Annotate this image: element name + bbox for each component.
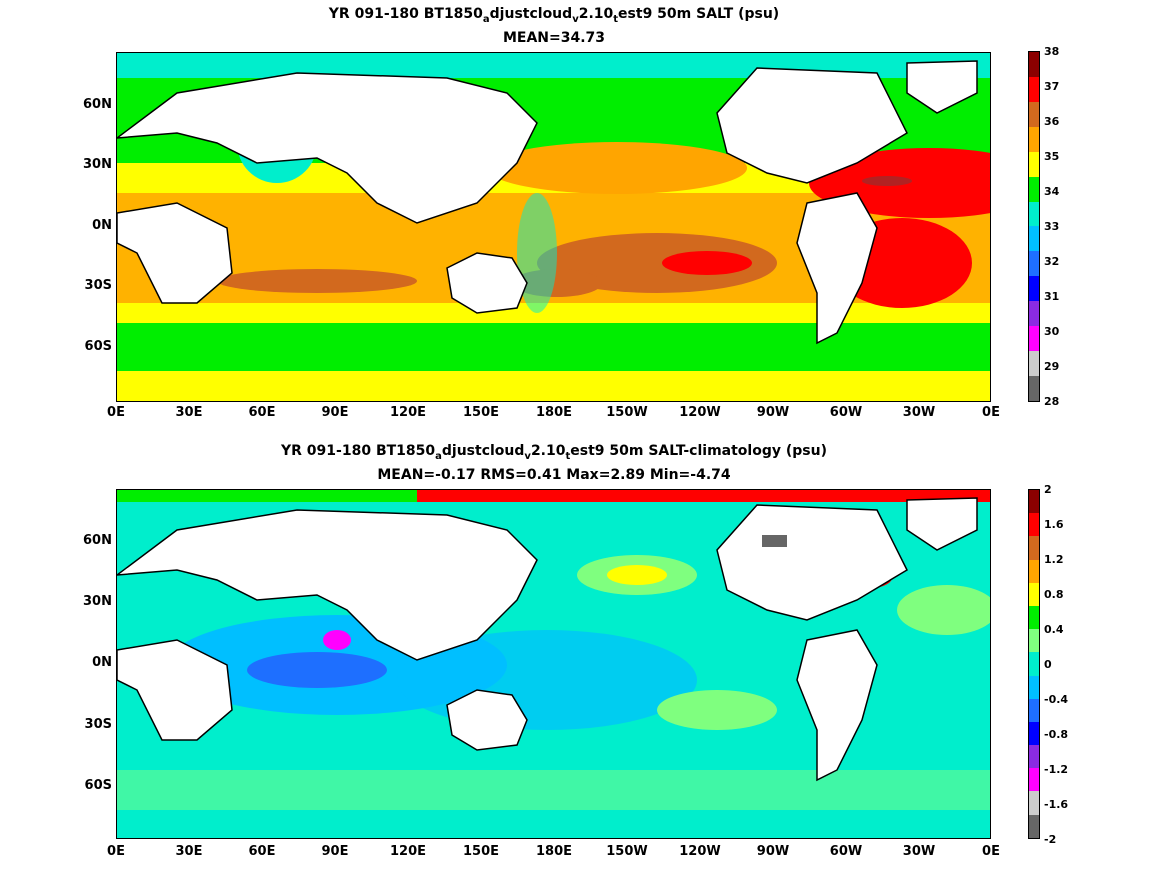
lon-label: 60W xyxy=(829,844,863,859)
colorbar-swatch xyxy=(1029,605,1039,630)
colorbar-label: -1.2 xyxy=(1044,763,1069,776)
colorbar-label: 37 xyxy=(1044,80,1060,93)
lon-label: 90E xyxy=(321,405,349,420)
colorbar-swatch xyxy=(1029,375,1039,401)
colorbar-swatch xyxy=(1029,52,1039,77)
lon-label: 180E xyxy=(535,405,573,420)
colorbar-swatch xyxy=(1029,276,1039,302)
lon-label: 90W xyxy=(756,844,790,859)
colorbar-label: 0.4 xyxy=(1044,623,1064,636)
lat-label: 0N xyxy=(92,218,112,233)
colorbar-swatch xyxy=(1029,251,1039,277)
colorbar-swatch xyxy=(1029,582,1039,606)
lon-label: 30E xyxy=(175,405,203,420)
colorbar-swatch xyxy=(1029,745,1039,769)
lon-label: 120W xyxy=(679,844,721,859)
colorbar-swatch xyxy=(1029,513,1039,537)
lon-label: 180E xyxy=(535,844,573,859)
colorbar-label: -1.6 xyxy=(1044,798,1069,811)
colorbar-swatch xyxy=(1029,629,1039,653)
lat-label: 30N xyxy=(83,594,112,609)
colorbar-swatch xyxy=(1029,652,1039,676)
colorbar-label: 0.8 xyxy=(1044,588,1064,601)
panel-subtitle: MEAN=-0.17 RMS=0.41 Max=2.89 Min=-4.74 xyxy=(377,467,731,483)
colorbar-label: 2 xyxy=(1044,483,1052,496)
lon-label: 0E xyxy=(107,844,125,859)
lon-label: 0E xyxy=(982,405,1000,420)
colorbar xyxy=(1028,51,1040,402)
colorbar-swatch xyxy=(1029,791,1039,815)
panel-title: YR 091-180 BT1850adjustcloudv2.10test9 5… xyxy=(328,6,780,25)
colorbar-swatch xyxy=(1029,76,1039,102)
lon-label: 150E xyxy=(462,405,500,420)
lon-label: 30E xyxy=(175,844,203,859)
panel-title: YR 091-180 BT1850adjustcloudv2.10test9 5… xyxy=(281,443,827,462)
colorbar-swatch xyxy=(1029,301,1039,327)
lon-label: 150E xyxy=(462,844,500,859)
lat-label: 30N xyxy=(83,157,112,172)
colorbar-label: 1.6 xyxy=(1044,518,1064,531)
lon-label: 0E xyxy=(982,844,1000,859)
lon-label: 150W xyxy=(606,844,648,859)
colorbar-swatch xyxy=(1029,490,1039,514)
colorbar-label: 31 xyxy=(1044,290,1060,303)
lon-label: 30W xyxy=(902,844,936,859)
colorbar-swatch xyxy=(1029,814,1039,838)
colorbar-label: 28 xyxy=(1044,395,1060,408)
lon-label: 60E xyxy=(248,405,276,420)
colorbar-swatch xyxy=(1029,176,1039,202)
colorbar-swatch xyxy=(1029,698,1039,722)
colorbar-swatch xyxy=(1029,201,1039,227)
colorbar-label: 36 xyxy=(1044,115,1060,128)
colorbar-swatch xyxy=(1029,721,1039,746)
colorbar-swatch xyxy=(1029,326,1039,352)
colorbar xyxy=(1028,489,1040,839)
colorbar-label: 34 xyxy=(1044,185,1060,198)
lat-label: 60S xyxy=(84,339,112,354)
colorbar-swatch xyxy=(1029,226,1039,252)
colorbar-swatch xyxy=(1029,536,1039,560)
colorbar-swatch xyxy=(1029,675,1039,699)
colorbar-swatch xyxy=(1029,559,1039,583)
colorbar-swatch xyxy=(1029,351,1039,376)
colorbar-swatch xyxy=(1029,151,1039,177)
lat-label: 60N xyxy=(83,533,112,548)
colorbar-swatch xyxy=(1029,126,1039,152)
lon-label: 60W xyxy=(829,405,863,420)
lon-label: 60E xyxy=(248,844,276,859)
lon-label: 0E xyxy=(107,405,125,420)
colorbar-label: -0.8 xyxy=(1044,728,1069,741)
colorbar-label: -0.4 xyxy=(1044,693,1069,706)
colorbar-label: 38 xyxy=(1044,45,1060,58)
lon-label: 90W xyxy=(756,405,790,420)
lon-label: 30W xyxy=(902,405,936,420)
colorbar-label: 1.2 xyxy=(1044,553,1064,566)
colorbar-label: 35 xyxy=(1044,150,1060,163)
colorbar-label: 29 xyxy=(1044,360,1060,373)
lon-label: 120W xyxy=(679,405,721,420)
lat-label: 60N xyxy=(83,97,112,112)
lon-label: 120E xyxy=(389,405,427,420)
colorbar-label: 32 xyxy=(1044,255,1060,268)
lat-label: 30S xyxy=(84,278,112,293)
lat-label: 0N xyxy=(92,655,112,670)
colorbar-swatch xyxy=(1029,768,1039,792)
lon-label: 90E xyxy=(321,844,349,859)
salinity-map xyxy=(116,52,991,402)
lon-label: 120E xyxy=(389,844,427,859)
colorbar-label: 0 xyxy=(1044,658,1052,671)
colorbar-label: 33 xyxy=(1044,220,1060,233)
colorbar-swatch xyxy=(1029,101,1039,127)
lat-label: 60S xyxy=(84,778,112,793)
colorbar-label: -2 xyxy=(1044,833,1057,846)
lon-label: 150W xyxy=(606,405,648,420)
colorbar-label: 30 xyxy=(1044,325,1060,338)
lat-label: 30S xyxy=(84,717,112,732)
salinity-anomaly-map xyxy=(116,489,991,839)
panel-subtitle: MEAN=34.73 xyxy=(502,30,606,46)
